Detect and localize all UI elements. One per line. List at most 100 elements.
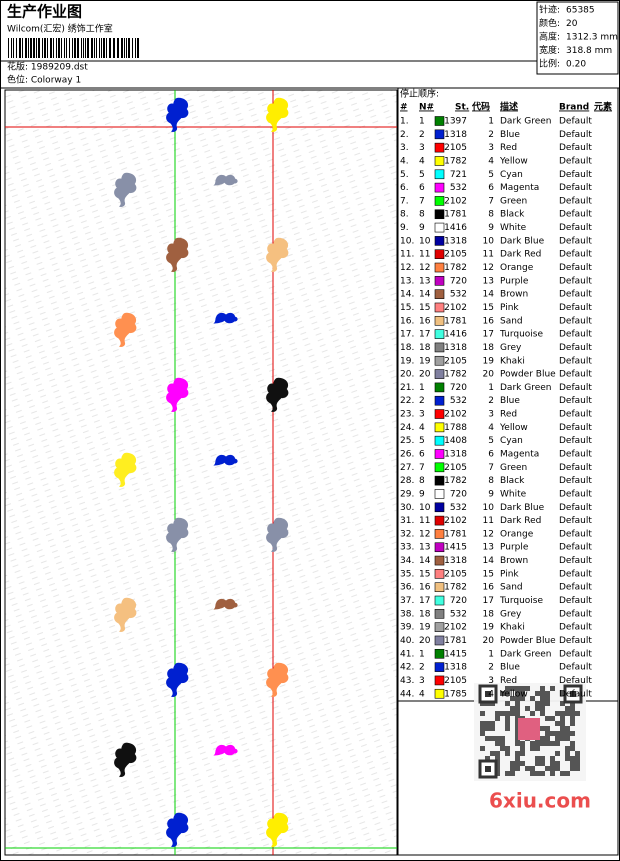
qr-cell: [570, 721, 575, 726]
brand: Default: [559, 223, 592, 233]
color-swatch: [434, 129, 445, 140]
description: White: [500, 489, 527, 499]
description: Dark Blue: [500, 503, 545, 513]
qr-cell: [565, 756, 570, 761]
description: Brown: [500, 556, 528, 566]
column-header: 描述: [500, 101, 518, 113]
needle: 10: [419, 503, 431, 513]
qr-cell: [510, 766, 515, 771]
description: Turquoise: [499, 330, 543, 340]
stat-value: 0.20: [566, 60, 586, 70]
stat-label: 比例:: [539, 58, 560, 70]
row-index: 38.: [400, 609, 414, 619]
qr-cell: [540, 736, 545, 741]
color-swatch: [434, 662, 445, 672]
brand: Default: [559, 383, 592, 393]
qr-cell: [490, 751, 495, 756]
qr-cell: [520, 746, 525, 751]
qr-cell: [535, 741, 540, 746]
needle: 12: [419, 263, 430, 273]
design-area: [4, 89, 398, 856]
bar-stripe: [69, 38, 70, 58]
bar-stripe: [58, 38, 60, 58]
qr-cell: [520, 761, 525, 766]
qr-cell: [570, 731, 575, 736]
stitches: 2102: [444, 303, 467, 313]
qr-cell: [555, 721, 560, 726]
code: 12: [483, 263, 494, 273]
qr-cell: [525, 686, 530, 691]
qr-cell: [560, 716, 565, 721]
bar-stripe: [74, 38, 76, 58]
qr-cell: [535, 691, 540, 696]
qr-cell: [540, 706, 545, 711]
qr-cell: [505, 751, 510, 756]
color-swatch: [434, 315, 445, 326]
bar-stripe: [121, 38, 123, 58]
row-index: 40.: [400, 636, 414, 646]
qr-cell: [500, 691, 505, 696]
qr-cell: [515, 711, 520, 716]
qr-cell: [565, 751, 570, 756]
qr-cell: [505, 691, 510, 696]
code: 5: [488, 170, 494, 180]
description: Grey: [500, 609, 522, 619]
code: 18: [483, 343, 495, 353]
color-swatch: [434, 249, 445, 259]
qr-cell: [540, 726, 545, 731]
code: 16: [483, 583, 495, 593]
qr-cell: [530, 696, 535, 701]
color-swatch: [434, 435, 445, 446]
qr-cell: [505, 711, 510, 716]
qr-cell: [485, 721, 490, 726]
stitches: 1781: [444, 636, 467, 646]
qr-cell: [545, 701, 550, 706]
row-index: 36.: [400, 583, 414, 593]
qr-cell: [495, 716, 500, 721]
needle: 16: [419, 316, 431, 326]
stats-box: [536, 1, 619, 75]
qr-cell: [495, 711, 500, 716]
color-swatch: [434, 196, 445, 206]
qr-cell: [515, 736, 520, 741]
qr-cell: [480, 746, 485, 751]
brand: Default: [559, 143, 592, 153]
qr-cell: [510, 771, 515, 776]
brand: Default: [559, 529, 592, 539]
stitches: 1782: [444, 370, 467, 380]
stitches: 1781: [444, 210, 467, 220]
qr-cell: [550, 731, 555, 736]
color-swatch: [434, 675, 445, 686]
stitches: 2105: [444, 569, 467, 579]
bar-stripe: [83, 38, 84, 58]
code: 2: [488, 396, 494, 406]
row-index: 23.: [400, 410, 414, 420]
bar-stripe: [42, 38, 43, 58]
bar-stripe: [101, 38, 102, 58]
color-swatch: [434, 515, 445, 526]
needle: 5: [419, 170, 425, 180]
description: Khaki: [500, 623, 525, 633]
qr-cell: [515, 756, 520, 761]
row-index: 16.: [400, 316, 414, 326]
brand: Default: [559, 316, 592, 326]
brand: Default: [559, 543, 592, 553]
brand: Default: [559, 330, 592, 340]
stitches: 1415: [444, 649, 467, 659]
color-swatch: [434, 116, 445, 126]
qr-cell: [575, 751, 580, 756]
needle: 1: [419, 649, 425, 659]
brand: Default: [559, 516, 592, 526]
needle: 6: [419, 183, 425, 193]
brand: Default: [559, 263, 592, 273]
stitches: 720: [450, 276, 467, 286]
row-index: 41.: [400, 649, 414, 659]
stat-value: 65385: [566, 6, 595, 16]
subtitle: Wilcom(汇宏) 绣饰工作室: [7, 23, 113, 35]
qr-cell: [570, 746, 575, 751]
code: 10: [483, 503, 495, 513]
stitches: 720: [450, 489, 467, 499]
color-swatch: [434, 595, 445, 606]
qr-cell: [515, 741, 520, 746]
needle: 5: [419, 436, 425, 446]
